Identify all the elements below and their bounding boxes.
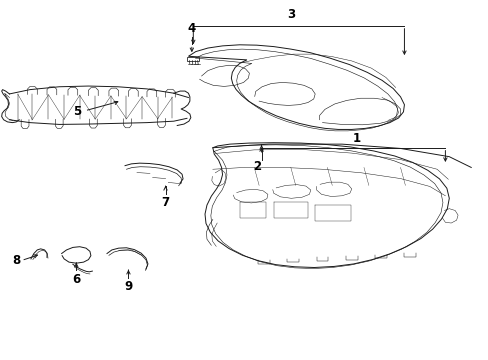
Text: 8: 8	[12, 254, 20, 267]
Text: 1: 1	[352, 132, 360, 145]
Text: 3: 3	[286, 9, 294, 22]
Polygon shape	[188, 45, 404, 130]
Polygon shape	[204, 143, 448, 267]
Polygon shape	[187, 57, 199, 60]
Text: 9: 9	[124, 280, 132, 293]
Text: 5: 5	[73, 105, 81, 118]
Text: 7: 7	[161, 196, 169, 209]
Text: 6: 6	[72, 273, 80, 286]
Text: 2: 2	[253, 159, 261, 172]
Text: 4: 4	[187, 22, 196, 35]
